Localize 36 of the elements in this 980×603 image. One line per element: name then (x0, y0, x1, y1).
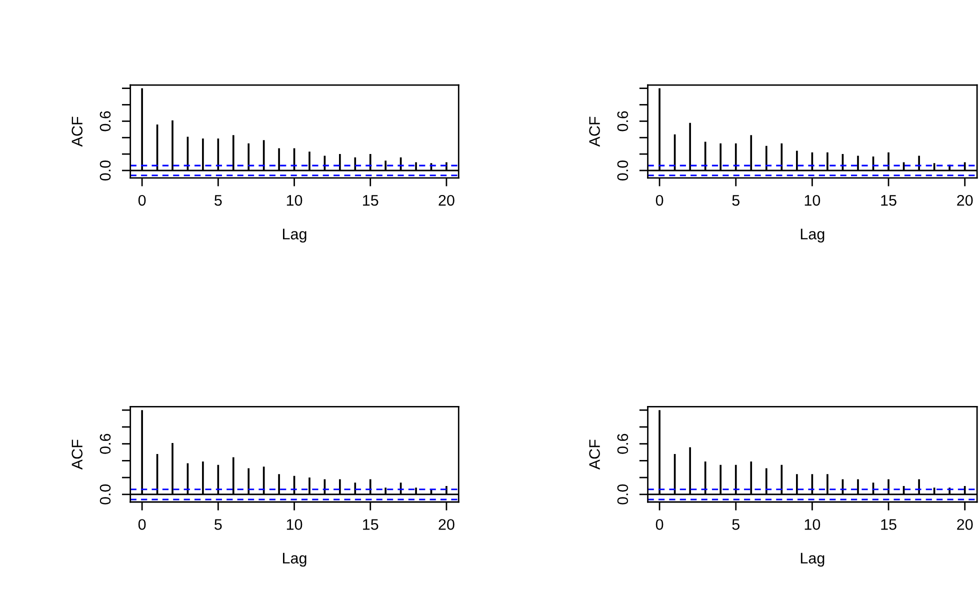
x-tick-label: 0 (138, 194, 146, 206)
x-tick-label: 15 (881, 195, 896, 206)
x-tick-label: 20 (957, 194, 973, 206)
x-axis-title: Lag (283, 552, 306, 567)
x-tick-label: 0 (656, 194, 664, 206)
y-tick-label: 0.6 (617, 434, 628, 454)
x-tick-label: 15 (363, 519, 378, 530)
y-tick-label: 0.6 (617, 111, 628, 132)
y-tick-label: 0.0 (100, 160, 111, 181)
y-axis-title: ACF (589, 116, 600, 147)
y-axis-title: ACF (589, 440, 600, 470)
x-tick-label: 10 (286, 194, 302, 206)
y-tick-label: 0.6 (100, 111, 111, 132)
x-axis-title: Lag (283, 228, 306, 242)
y-axis-title: ACF (72, 440, 83, 470)
y-tick-label: 0.0 (617, 160, 628, 181)
x-tick-label: 0 (656, 519, 664, 530)
x-tick-label: 5 (732, 519, 740, 530)
x-tick-label: 0 (138, 519, 146, 530)
x-axis-title: Lag (800, 228, 824, 242)
x-tick-label: 5 (732, 195, 740, 206)
y-axis-title: ACF (72, 116, 83, 147)
y-tick-label: 0.6 (100, 434, 111, 454)
x-tick-label: 15 (363, 195, 378, 206)
x-tick-label: 20 (438, 194, 454, 206)
x-axis-title: Lag (800, 552, 824, 567)
x-tick-label: 5 (214, 195, 222, 206)
x-tick-label: 10 (286, 519, 302, 530)
x-tick-label: 20 (438, 519, 454, 530)
x-tick-label: 5 (214, 519, 222, 530)
y-tick-label: 0.0 (100, 484, 111, 504)
x-tick-label: 10 (804, 194, 820, 206)
y-tick-label: 0.0 (617, 484, 628, 504)
x-tick-label: 20 (957, 519, 973, 530)
x-tick-label: 15 (881, 519, 896, 530)
x-tick-label: 10 (804, 519, 820, 530)
